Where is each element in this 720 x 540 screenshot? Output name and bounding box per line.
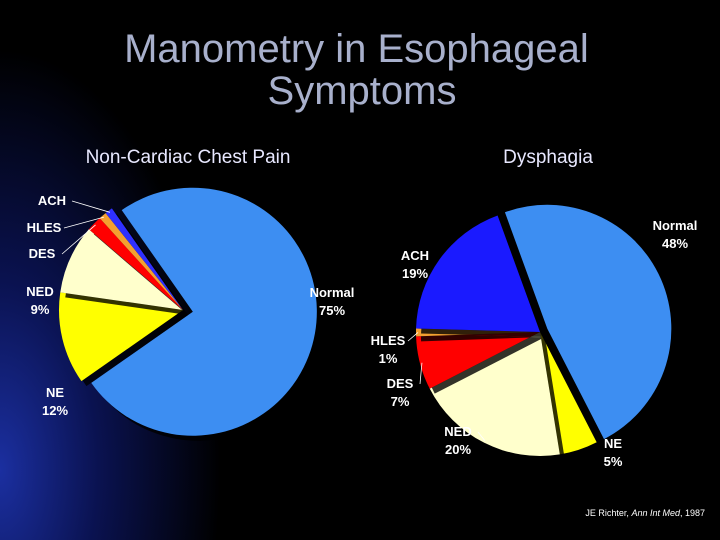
slice-label: DES bbox=[29, 246, 56, 261]
value-label: 20% bbox=[445, 442, 471, 457]
pie-slice bbox=[60, 229, 183, 310]
pie-slice bbox=[504, 204, 672, 440]
value-label: 48% bbox=[662, 236, 688, 251]
slice-label: ACH bbox=[401, 248, 429, 263]
leader-line bbox=[71, 200, 111, 213]
slice-label: NE bbox=[46, 385, 64, 400]
slide-title: Manometry in Esophageal Symptoms bbox=[124, 27, 600, 113]
pie-slice bbox=[416, 215, 540, 332]
slice-label: NED bbox=[26, 284, 53, 299]
slice-label: DES bbox=[387, 376, 414, 391]
slice-label: HLES bbox=[27, 220, 62, 235]
citation: JE Richter, Ann Int Med, 1987 bbox=[585, 508, 705, 518]
leader-line bbox=[61, 224, 96, 255]
slide-title-line: Manometry in Esophageal bbox=[124, 27, 600, 71]
pie-slice bbox=[105, 208, 183, 310]
value-label: 9% bbox=[31, 302, 50, 317]
value-label: 5% bbox=[604, 454, 623, 469]
slice-label: Normal bbox=[310, 285, 355, 300]
slice-label: ACH bbox=[38, 193, 66, 208]
value-label: 12% bbox=[42, 403, 68, 418]
value-label: 1% bbox=[379, 351, 398, 366]
leader-line bbox=[419, 362, 423, 385]
pie-slice bbox=[91, 187, 317, 436]
pie-shadow bbox=[420, 333, 545, 342]
pie-slice bbox=[416, 332, 540, 389]
citation-part: , 1987 bbox=[680, 508, 705, 518]
pie-slice bbox=[99, 213, 183, 310]
pie-slice bbox=[59, 292, 183, 382]
leader-line bbox=[63, 216, 105, 229]
slice-label: NED bbox=[444, 424, 471, 439]
slice-label: Normal bbox=[653, 218, 698, 233]
chart-title: Non-Cardiac Chest Pain bbox=[86, 147, 291, 168]
slide-title-line: Symptoms bbox=[268, 69, 457, 113]
value-label: 7% bbox=[391, 394, 410, 409]
chart-title: Dysphagia bbox=[503, 147, 593, 168]
slice-label: HLES bbox=[371, 333, 406, 348]
citation-part: Ann Int Med bbox=[630, 508, 681, 518]
leader-line bbox=[407, 332, 419, 342]
pie-slice bbox=[88, 218, 183, 310]
value-label: 75% bbox=[319, 303, 345, 318]
value-label: 19% bbox=[402, 266, 428, 281]
citation-part: JE Richter, bbox=[585, 508, 631, 518]
slice-label: NE bbox=[604, 436, 622, 451]
pie-slice bbox=[429, 332, 560, 457]
leader-line bbox=[477, 431, 486, 442]
pie-slice bbox=[540, 332, 597, 455]
